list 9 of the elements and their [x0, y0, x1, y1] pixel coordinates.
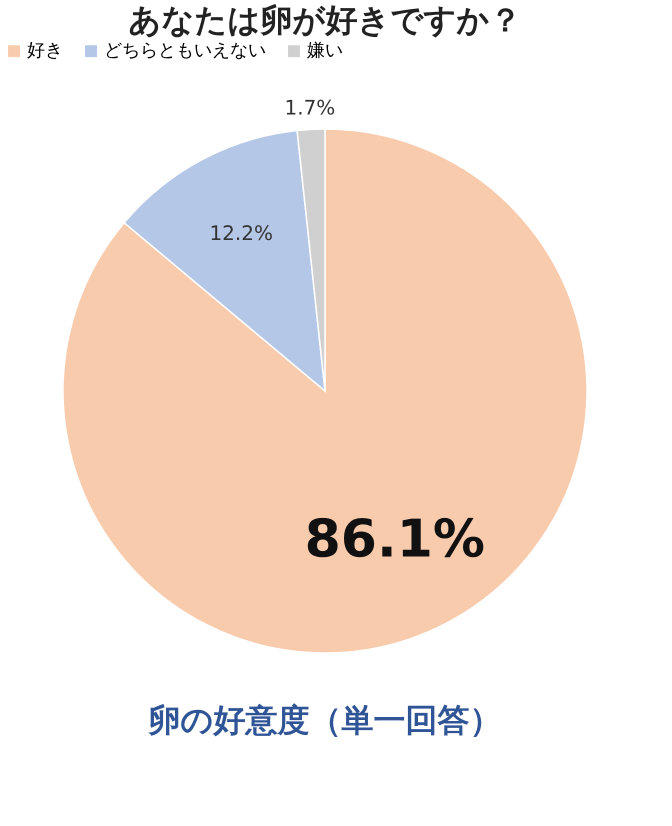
data-label: 86.1% — [304, 510, 485, 570]
chart-title: あなたは卵が好きですか？ — [128, 1, 522, 39]
pie-slice — [62, 128, 588, 654]
data-label: 12.2% — [209, 220, 273, 245]
legend-label: どちらともいえない — [104, 40, 266, 62]
legend-label: 嫌い — [307, 40, 343, 62]
text: 卵の好意度（単一回答） — [148, 701, 502, 739]
data-label: 1.7% — [284, 95, 336, 120]
legend-label: 好き — [27, 40, 63, 62]
